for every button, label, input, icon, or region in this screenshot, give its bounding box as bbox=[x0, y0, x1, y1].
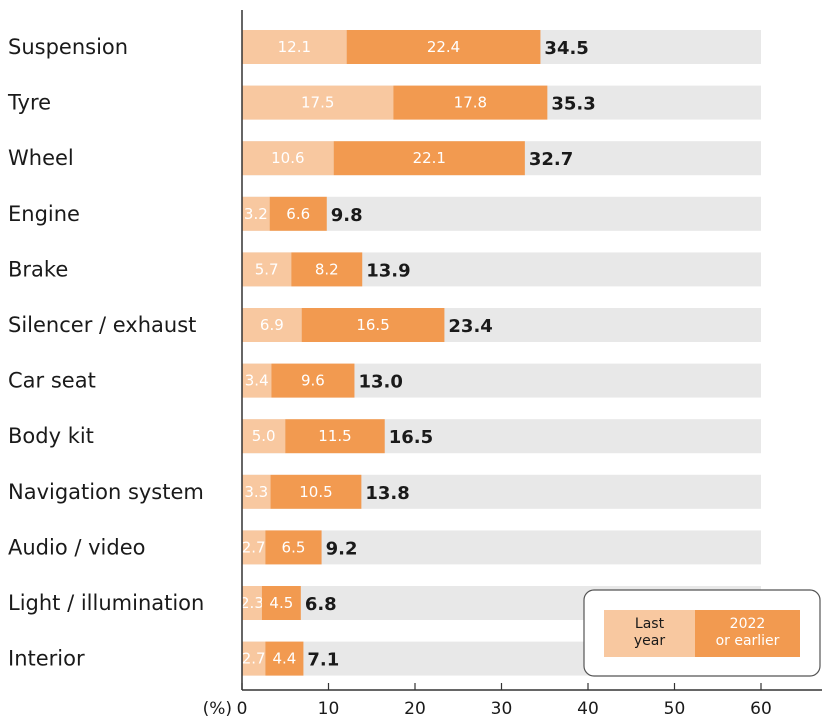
category-label: Brake bbox=[8, 257, 68, 281]
segment-label: 17.8 bbox=[454, 94, 487, 112]
segment-label: 11.5 bbox=[318, 427, 351, 445]
total-label: 9.8 bbox=[331, 205, 363, 226]
bar-segment bbox=[242, 586, 262, 620]
total-label: 13.9 bbox=[366, 260, 410, 281]
bar-segment bbox=[291, 252, 363, 287]
segment-label: 3.3 bbox=[244, 483, 268, 501]
segment-label: 22.4 bbox=[427, 38, 460, 56]
segment-label: 8.2 bbox=[315, 260, 339, 278]
total-label: 34.5 bbox=[544, 38, 588, 59]
data-bars: 12.1 22.4 34.5 17.5 17.8 35.3 10.6 22.1 32.7 3.2 6… bbox=[240, 30, 596, 676]
segment-label: 22.1 bbox=[413, 149, 446, 167]
segment-label: 5.7 bbox=[255, 260, 279, 278]
category-label: Tyre bbox=[7, 91, 51, 115]
total-label: 9.2 bbox=[326, 538, 358, 559]
legend: Last year 2022 or earlier bbox=[583, 589, 821, 677]
segment-label: 16.5 bbox=[356, 316, 389, 334]
segment-label: 10.5 bbox=[299, 483, 332, 501]
category-label: Suspension bbox=[8, 35, 128, 59]
x-tick-label: 0 bbox=[237, 699, 248, 719]
segment-label: 9.6 bbox=[301, 372, 325, 390]
bar-segment bbox=[242, 196, 270, 231]
legend-swatch bbox=[695, 610, 800, 657]
bar-segment bbox=[265, 641, 304, 676]
background-bar bbox=[242, 196, 761, 231]
category-labels: Suspension Tyre Wheel Engine Brake Silencer /… bbox=[7, 35, 204, 671]
category-label: Silencer / exhaust bbox=[8, 313, 196, 337]
bar-segment bbox=[242, 141, 334, 176]
bar-segment bbox=[301, 308, 445, 342]
category-label: Car seat bbox=[8, 369, 96, 393]
segment-label: 2.7 bbox=[242, 650, 266, 668]
category-label: Body kit bbox=[8, 424, 94, 448]
legend-label: Last year bbox=[634, 616, 665, 649]
category-label: Light / illumination bbox=[8, 591, 204, 615]
x-tick-label: 40 bbox=[577, 699, 599, 719]
segment-label: 10.6 bbox=[271, 149, 304, 167]
total-label: 7.1 bbox=[307, 650, 339, 671]
bar-segment bbox=[242, 30, 347, 64]
bar-segment bbox=[346, 30, 541, 64]
segment-label: 6.5 bbox=[282, 538, 306, 556]
segment-label: 2.7 bbox=[242, 538, 266, 556]
bar-segment bbox=[270, 474, 362, 509]
segment-label: 3.2 bbox=[244, 205, 268, 223]
total-label: 35.3 bbox=[551, 94, 595, 115]
legend-swatch bbox=[604, 610, 695, 657]
category-label: Audio / video bbox=[8, 535, 145, 559]
bar-segment bbox=[242, 419, 286, 454]
segment-label: 5.0 bbox=[252, 427, 276, 445]
category-label: Interior bbox=[8, 647, 85, 671]
segment-label: 12.1 bbox=[278, 38, 311, 56]
x-unit-label: (%) bbox=[203, 699, 232, 719]
x-tick-label: 60 bbox=[750, 699, 772, 719]
legend-label: 2022 or earlier bbox=[716, 616, 780, 649]
x-tick-label: 30 bbox=[491, 699, 513, 719]
bar-segment bbox=[242, 308, 302, 342]
segment-label: 2.3 bbox=[240, 594, 264, 612]
bar-segment bbox=[265, 530, 322, 565]
x-axis: 0 10 20 30 40 50 60 (%) bbox=[203, 10, 822, 719]
bar-segment bbox=[242, 530, 266, 565]
x-tick-label: 20 bbox=[404, 699, 426, 719]
bar-segment bbox=[271, 363, 355, 398]
total-label: 13.8 bbox=[365, 483, 409, 504]
segment-label: 17.5 bbox=[301, 94, 334, 112]
segment-label: 3.4 bbox=[245, 372, 269, 390]
bar-segment bbox=[333, 141, 525, 176]
segment-label: 4.5 bbox=[269, 594, 293, 612]
bar-segment bbox=[261, 586, 301, 620]
total-label: 6.8 bbox=[305, 594, 337, 615]
total-label: 16.5 bbox=[389, 427, 433, 448]
bar-segment bbox=[242, 474, 271, 509]
bar-segment bbox=[242, 641, 266, 676]
category-label: Navigation system bbox=[8, 480, 204, 504]
bar-segment bbox=[242, 85, 394, 120]
x-tick-label: 10 bbox=[318, 699, 340, 719]
total-label: 13.0 bbox=[358, 372, 402, 393]
x-tick-label: 50 bbox=[664, 699, 686, 719]
bar-segment bbox=[242, 252, 292, 287]
bar-segment bbox=[242, 363, 272, 398]
bar-segment bbox=[269, 196, 327, 231]
category-label: Wheel bbox=[8, 146, 74, 170]
background-bars bbox=[242, 30, 761, 676]
segment-label: 4.4 bbox=[272, 650, 296, 668]
background-bar bbox=[242, 530, 761, 565]
total-label: 32.7 bbox=[529, 149, 573, 170]
category-label: Engine bbox=[8, 202, 80, 226]
bar-segment bbox=[285, 419, 385, 454]
segment-label: 6.6 bbox=[286, 205, 310, 223]
bar-segment bbox=[393, 85, 548, 120]
total-label: 23.4 bbox=[448, 316, 492, 337]
segment-label: 6.9 bbox=[260, 316, 284, 334]
